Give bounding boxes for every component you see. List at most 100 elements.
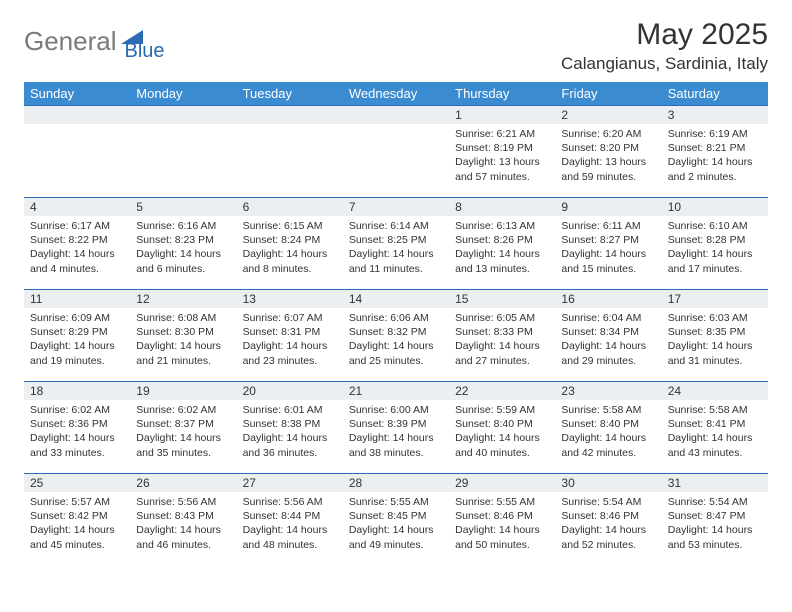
daylight-text: Daylight: 14 hours and 6 minutes. [136, 247, 230, 275]
sunset-text: Sunset: 8:32 PM [349, 325, 443, 339]
sunrise-text: Sunrise: 6:02 AM [30, 403, 124, 417]
sunrise-text: Sunrise: 6:03 AM [668, 311, 762, 325]
sunset-text: Sunset: 8:28 PM [668, 233, 762, 247]
weekday-header: Wednesday [343, 82, 449, 106]
calendar-row: 25Sunrise: 5:57 AMSunset: 8:42 PMDayligh… [24, 474, 768, 566]
sunset-text: Sunset: 8:22 PM [30, 233, 124, 247]
sunset-text: Sunset: 8:46 PM [455, 509, 549, 523]
daylight-text: Daylight: 14 hours and 46 minutes. [136, 523, 230, 551]
day-body [24, 124, 130, 184]
weekday-header: Thursday [449, 82, 555, 106]
sunrise-text: Sunrise: 6:14 AM [349, 219, 443, 233]
daylight-text: Daylight: 14 hours and 42 minutes. [561, 431, 655, 459]
day-number: 12 [130, 290, 236, 308]
sunrise-text: Sunrise: 6:08 AM [136, 311, 230, 325]
sunrise-text: Sunrise: 6:00 AM [349, 403, 443, 417]
day-body: Sunrise: 5:57 AMSunset: 8:42 PMDaylight:… [24, 492, 130, 556]
day-body: Sunrise: 6:03 AMSunset: 8:35 PMDaylight:… [662, 308, 768, 372]
sunset-text: Sunset: 8:33 PM [455, 325, 549, 339]
sunset-text: Sunset: 8:30 PM [136, 325, 230, 339]
day-body: Sunrise: 5:55 AMSunset: 8:46 PMDaylight:… [449, 492, 555, 556]
month-title: May 2025 [561, 18, 768, 52]
sunrise-text: Sunrise: 6:19 AM [668, 127, 762, 141]
calendar-cell: 28Sunrise: 5:55 AMSunset: 8:45 PMDayligh… [343, 474, 449, 566]
day-number: 4 [24, 198, 130, 216]
calendar-cell: 25Sunrise: 5:57 AMSunset: 8:42 PMDayligh… [24, 474, 130, 566]
daylight-text: Daylight: 14 hours and 2 minutes. [668, 155, 762, 183]
day-body: Sunrise: 6:08 AMSunset: 8:30 PMDaylight:… [130, 308, 236, 372]
daylight-text: Daylight: 14 hours and 40 minutes. [455, 431, 549, 459]
sunrise-text: Sunrise: 6:20 AM [561, 127, 655, 141]
daylight-text: Daylight: 14 hours and 53 minutes. [668, 523, 762, 551]
calendar-cell: 2Sunrise: 6:20 AMSunset: 8:20 PMDaylight… [555, 106, 661, 198]
calendar-cell: 15Sunrise: 6:05 AMSunset: 8:33 PMDayligh… [449, 290, 555, 382]
calendar-body: 1Sunrise: 6:21 AMSunset: 8:19 PMDaylight… [24, 106, 768, 566]
calendar-cell: 27Sunrise: 5:56 AMSunset: 8:44 PMDayligh… [237, 474, 343, 566]
day-body: Sunrise: 6:06 AMSunset: 8:32 PMDaylight:… [343, 308, 449, 372]
sunrise-text: Sunrise: 6:07 AM [243, 311, 337, 325]
sunrise-text: Sunrise: 5:59 AM [455, 403, 549, 417]
daylight-text: Daylight: 13 hours and 57 minutes. [455, 155, 549, 183]
weekday-header: Tuesday [237, 82, 343, 106]
calendar-cell: 31Sunrise: 5:54 AMSunset: 8:47 PMDayligh… [662, 474, 768, 566]
day-number: 15 [449, 290, 555, 308]
calendar-cell: 5 Sunrise: 6:16 AMSunset: 8:23 PMDaylight… [130, 198, 236, 290]
sunset-text: Sunset: 8:20 PM [561, 141, 655, 155]
calendar-cell [237, 106, 343, 198]
logo-text-blue: Blue [125, 40, 165, 63]
logo-text-gray: General [24, 26, 117, 57]
sunset-text: Sunset: 8:40 PM [561, 417, 655, 431]
day-number: 2 [555, 106, 661, 124]
sunset-text: Sunset: 8:23 PM [136, 233, 230, 247]
calendar-table: SundayMondayTuesdayWednesdayThursdayFrid… [24, 82, 768, 566]
day-body: Sunrise: 6:07 AMSunset: 8:31 PMDaylight:… [237, 308, 343, 372]
sunrise-text: Sunrise: 6:10 AM [668, 219, 762, 233]
sunrise-text: Sunrise: 6:01 AM [243, 403, 337, 417]
day-number: 31 [662, 474, 768, 492]
day-number: 20 [237, 382, 343, 400]
calendar-cell: 19Sunrise: 6:02 AMSunset: 8:37 PMDayligh… [130, 382, 236, 474]
day-body: Sunrise: 5:56 AMSunset: 8:43 PMDaylight:… [130, 492, 236, 556]
sunset-text: Sunset: 8:42 PM [30, 509, 124, 523]
day-body: Sunrise: 6:17 AMSunset: 8:22 PMDaylight:… [24, 216, 130, 280]
day-number: 23 [555, 382, 661, 400]
sunrise-text: Sunrise: 5:58 AM [561, 403, 655, 417]
sunset-text: Sunset: 8:26 PM [455, 233, 549, 247]
weekday-header: Sunday [24, 82, 130, 106]
sunrise-text: Sunrise: 6:16 AM [136, 219, 230, 233]
sunrise-text: Sunrise: 6:11 AM [561, 219, 655, 233]
day-body: Sunrise: 6:13 AMSunset: 8:26 PMDaylight:… [449, 216, 555, 280]
sunset-text: Sunset: 8:41 PM [668, 417, 762, 431]
sunset-text: Sunset: 8:38 PM [243, 417, 337, 431]
day-number: 29 [449, 474, 555, 492]
day-number: 13 [237, 290, 343, 308]
calendar-cell: 10Sunrise: 6:10 AMSunset: 8:28 PMDayligh… [662, 198, 768, 290]
calendar-cell [343, 106, 449, 198]
day-number: 7 [343, 198, 449, 216]
day-body [237, 124, 343, 184]
daylight-text: Daylight: 14 hours and 38 minutes. [349, 431, 443, 459]
day-number: 14 [343, 290, 449, 308]
day-body: Sunrise: 6:02 AMSunset: 8:37 PMDaylight:… [130, 400, 236, 464]
sunset-text: Sunset: 8:43 PM [136, 509, 230, 523]
weekday-header: Friday [555, 82, 661, 106]
sunrise-text: Sunrise: 5:54 AM [561, 495, 655, 509]
day-body: Sunrise: 6:15 AMSunset: 8:24 PMDaylight:… [237, 216, 343, 280]
day-body: Sunrise: 5:56 AMSunset: 8:44 PMDaylight:… [237, 492, 343, 556]
day-body: Sunrise: 6:21 AMSunset: 8:19 PMDaylight:… [449, 124, 555, 188]
day-number: 24 [662, 382, 768, 400]
sunrise-text: Sunrise: 6:09 AM [30, 311, 124, 325]
calendar-cell: 4Sunrise: 6:17 AMSunset: 8:22 PMDaylight… [24, 198, 130, 290]
sunrise-text: Sunrise: 6:05 AM [455, 311, 549, 325]
day-number: 8 [449, 198, 555, 216]
day-body: Sunrise: 6:11 AMSunset: 8:27 PMDaylight:… [555, 216, 661, 280]
weekday-header: Saturday [662, 82, 768, 106]
day-body: Sunrise: 5:54 AMSunset: 8:47 PMDaylight:… [662, 492, 768, 556]
day-number: 5 [130, 198, 236, 216]
day-body: Sunrise: 5:58 AMSunset: 8:41 PMDaylight:… [662, 400, 768, 464]
sunset-text: Sunset: 8:21 PM [668, 141, 762, 155]
daylight-text: Daylight: 14 hours and 25 minutes. [349, 339, 443, 367]
daylight-text: Daylight: 14 hours and 19 minutes. [30, 339, 124, 367]
calendar-row: 1Sunrise: 6:21 AMSunset: 8:19 PMDaylight… [24, 106, 768, 198]
daylight-text: Daylight: 14 hours and 33 minutes. [30, 431, 124, 459]
